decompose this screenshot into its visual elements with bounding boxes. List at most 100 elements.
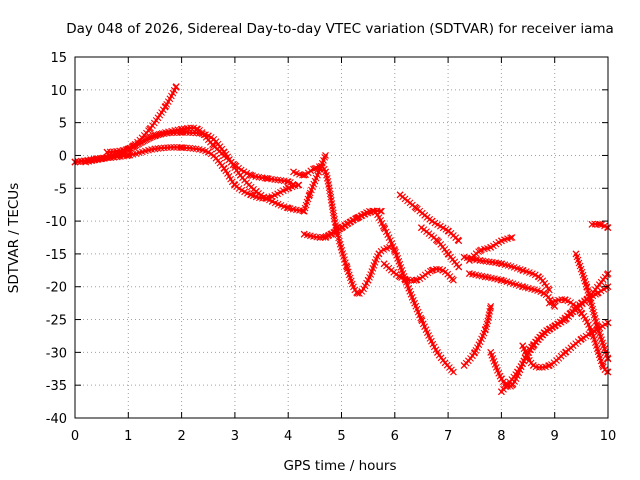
data-point [561,296,569,304]
series-markers [322,207,455,374]
data-point [231,181,239,189]
data-point [588,329,596,337]
series-19 [545,296,612,376]
data-point [572,250,580,258]
data-point [220,148,228,156]
data-point [593,322,601,330]
data-point [588,220,596,228]
data-point [322,168,329,176]
chart-title: Day 048 of 2026, Sidereal Day-to-day VTE… [66,21,614,37]
x-tick-label: 2 [177,429,185,444]
data-point [513,368,521,376]
y-tick-label: -20 [46,281,67,296]
series-14 [465,270,559,310]
series-5 [300,152,329,215]
data-point [540,289,548,297]
series-15 [460,302,495,369]
data-point [380,260,388,268]
y-tick-label: -10 [46,215,67,230]
data-point [460,362,468,369]
data-point [471,348,479,356]
data-point [487,348,495,356]
y-tick-label: -35 [46,379,67,394]
data-point [103,148,111,156]
data-point [178,144,186,152]
series-6 [290,163,393,297]
data-point [418,316,425,323]
y-tick-label: -15 [46,248,67,263]
data-point [295,181,303,189]
data-point [460,253,468,261]
data-point [220,165,228,173]
series-13 [460,253,553,294]
data-point [300,230,308,238]
data-point [263,175,271,182]
y-tick-label: 10 [50,84,67,99]
data-point [476,257,484,264]
data-point [247,191,255,199]
series-17 [497,283,612,396]
data-point [481,273,489,281]
series-10 [396,191,463,245]
x-tick-label: 6 [391,429,399,444]
data-point [450,276,457,284]
data-point [519,266,527,274]
data-point [364,276,372,284]
data-point [300,207,308,215]
data-point [545,325,553,333]
data-point [204,148,212,156]
x-tick-label: 5 [337,429,345,444]
data-point [545,299,553,307]
y-tick-label: 0 [59,149,67,164]
data-point [519,283,527,291]
x-tick-label: 4 [284,429,292,444]
x-axis-label: GPS time / hours [283,458,396,474]
axis-ticks: 0 1 2 3 4 5 6 7 8 9 10 -40 -35 -30 -25 -20 -15 -10 -5 0 5 10 1… [46,51,617,444]
data-point [370,207,377,215]
data-point [428,217,436,225]
data-point [455,263,463,271]
data-point [380,224,388,232]
data-point [577,309,585,317]
data-point [476,247,484,255]
series-4 [103,129,308,215]
data-point [268,197,276,205]
x-tick-label: 10 [600,429,617,444]
series-11 [418,224,463,271]
series-markers [460,304,494,369]
series-20 [572,250,612,363]
data-point [577,299,585,307]
y-axis-label: SDTVAR / TECUs [6,183,22,293]
data-point [124,152,132,159]
data-point [236,171,244,179]
x-tick-label: 1 [124,429,132,444]
data-point [497,276,505,284]
data-point [82,158,90,166]
data-point [450,368,457,376]
y-tick-label: -25 [46,314,67,329]
data-point [284,184,292,192]
data-point [529,362,537,369]
data-point [300,171,308,179]
data-point [545,286,553,294]
x-tick-label: 0 [71,429,79,444]
data-point [561,316,569,323]
data-point [434,237,441,245]
data-point [508,234,516,241]
data-point [551,302,559,310]
data-point [418,224,425,232]
data-point [583,283,591,291]
data-point [311,165,319,173]
x-tick-label: 3 [231,429,239,444]
data-point [396,273,404,281]
data-point [535,273,543,281]
data-point [487,243,495,251]
series-markers [103,129,307,215]
data-point [529,342,537,350]
data-point [481,325,489,333]
data-point [338,224,345,232]
series-8 [322,207,457,376]
data-point [162,102,170,110]
data-point [444,227,452,235]
